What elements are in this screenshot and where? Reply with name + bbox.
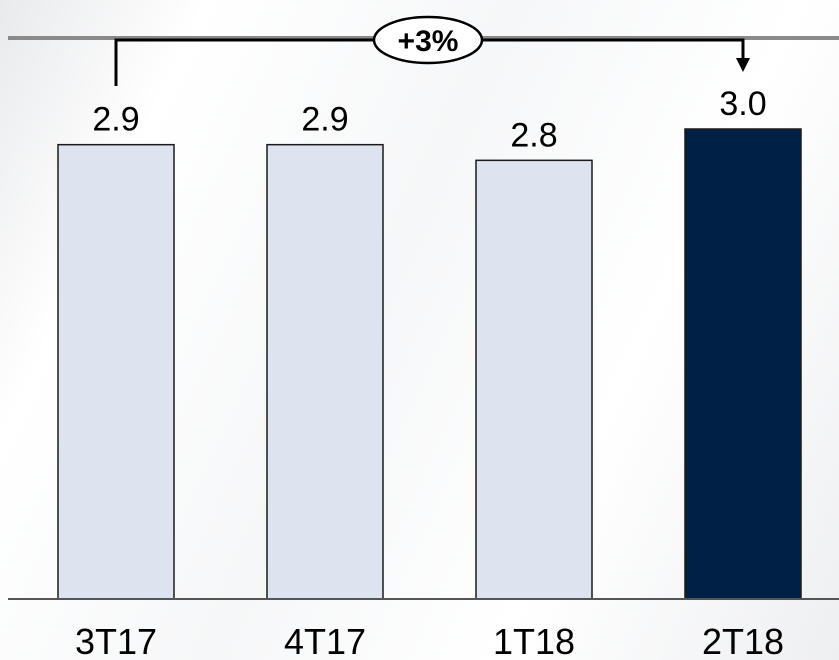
x-tick-label-1t18: 1T18 — [493, 621, 575, 660]
x-tick-labels-group: 3T17 4T17 1T18 2T18 — [75, 621, 784, 660]
value-label-1t18: 2.8 — [510, 116, 557, 154]
growth-arrowhead — [736, 58, 750, 72]
growth-annotation: +3% — [114, 15, 750, 86]
bar-2t18 — [684, 128, 802, 600]
bar-3t17 — [57, 143, 175, 600]
value-label-4t17: 2.9 — [301, 101, 348, 139]
growth-bracket-line — [114, 38, 745, 86]
value-labels-group: 2.9 2.9 2.8 3.0 — [92, 85, 766, 154]
bar-1t18 — [475, 159, 593, 600]
value-label-2t18: 3.0 — [719, 85, 766, 123]
growth-badge — [372, 15, 484, 65]
growth-label: +3% — [398, 25, 459, 58]
x-tick-label-2t18: 2T18 — [702, 621, 784, 660]
x-tick-label-4t17: 4T17 — [284, 621, 366, 660]
bars-group — [57, 128, 802, 600]
bar-4t17 — [266, 143, 384, 600]
value-label-3t17: 2.9 — [92, 101, 139, 139]
x-tick-label-3t17: 3T17 — [75, 621, 157, 660]
